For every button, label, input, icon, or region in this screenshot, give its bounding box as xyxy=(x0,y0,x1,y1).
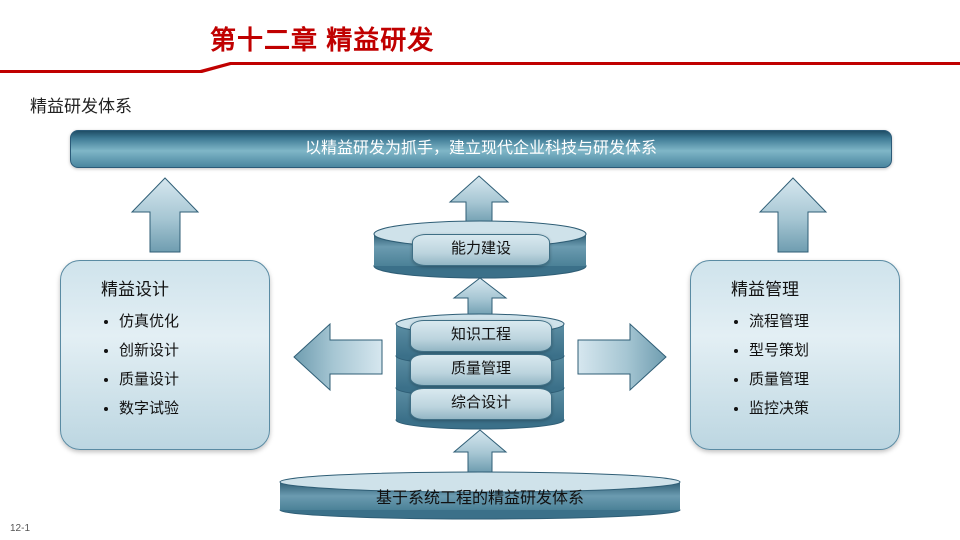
title-underline xyxy=(0,60,960,74)
list-item: 数字试验 xyxy=(119,397,251,418)
left-panel-list: 仿真优化 创新设计 质量设计 数字试验 xyxy=(85,310,251,418)
up-arrow-left xyxy=(130,176,200,254)
right-panel-list: 流程管理 型号策划 质量管理 监控决策 xyxy=(715,310,881,418)
left-panel-title: 精益设计 xyxy=(101,275,251,300)
right-panel-title: 精益管理 xyxy=(731,275,881,300)
list-item: 仿真优化 xyxy=(119,310,251,331)
list-item: 型号策划 xyxy=(749,339,881,360)
left-panel: 精益设计 仿真优化 创新设计 质量设计 数字试验 xyxy=(60,260,270,450)
up-arrow-bottom xyxy=(452,428,508,474)
page-number: 12-1 xyxy=(10,523,30,534)
list-item: 监控决策 xyxy=(749,397,881,418)
stack-label-0: 知识工程 xyxy=(410,320,552,352)
list-item: 质量设计 xyxy=(119,368,251,389)
chapter-title: 第十二章 精益研发 xyxy=(210,20,434,57)
right-arrow-icon xyxy=(576,320,668,394)
center-top-label: 能力建设 xyxy=(412,234,550,266)
right-panel: 精益管理 流程管理 型号策划 质量管理 监控决策 xyxy=(690,260,900,450)
stack-label-1: 质量管理 xyxy=(410,354,552,386)
bottom-label: 基于系统工程的精益研发体系 xyxy=(275,484,685,508)
stack-label-2: 综合设计 xyxy=(410,388,552,420)
up-arrow-right xyxy=(758,176,828,254)
list-item: 质量管理 xyxy=(749,368,881,389)
top-banner: 以精益研发为抓手，建立现代企业科技与研发体系 xyxy=(70,130,892,168)
section-subtitle: 精益研发体系 xyxy=(30,92,132,117)
list-item: 流程管理 xyxy=(749,310,881,331)
bottom-cylinder: 基于系统工程的精益研发体系 xyxy=(275,470,685,520)
left-arrow-icon xyxy=(292,320,384,394)
list-item: 创新设计 xyxy=(119,339,251,360)
